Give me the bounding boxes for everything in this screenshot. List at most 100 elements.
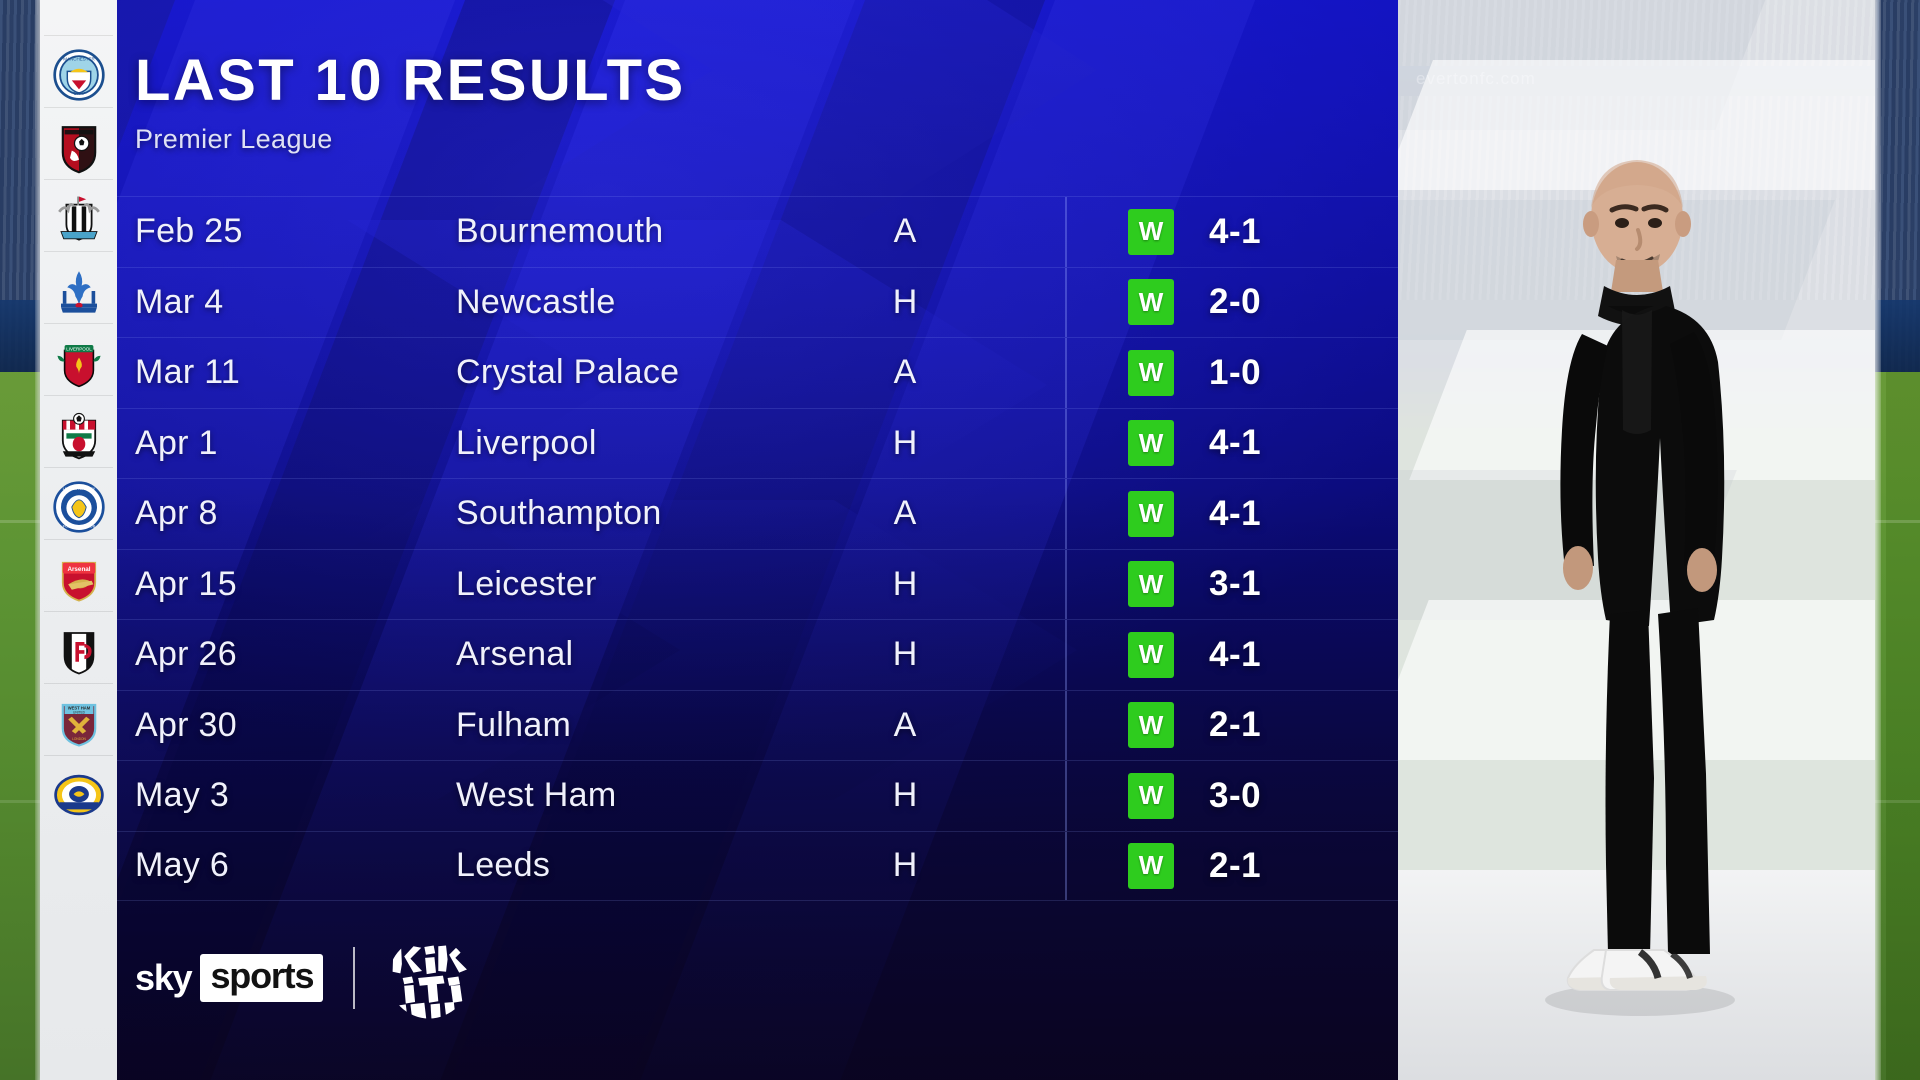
table-row[interactable]: Feb 25 Bournemouth A W 4-1 bbox=[117, 196, 1398, 267]
footer-logos: sky sports bbox=[135, 934, 473, 1022]
arsenal-crest[interactable]: Arsenal bbox=[52, 552, 106, 606]
southampton-crest[interactable] bbox=[52, 408, 106, 462]
crest-divider bbox=[44, 395, 113, 396]
result-badge: W bbox=[1128, 631, 1174, 678]
match-date: May 6 bbox=[135, 846, 230, 885]
opponent-name: Bournemouth bbox=[456, 212, 664, 251]
crest-divider bbox=[44, 755, 113, 756]
match-date: Apr 1 bbox=[135, 423, 218, 462]
table-row[interactable]: May 6 Leeds H W 2-1 bbox=[117, 830, 1398, 901]
opponent-name: Arsenal bbox=[456, 635, 574, 674]
venue-indicator: A bbox=[893, 353, 917, 392]
match-score: 2-1 bbox=[1209, 845, 1262, 885]
crest-divider bbox=[44, 539, 113, 540]
venue-indicator: H bbox=[892, 776, 918, 815]
match-score: 3-0 bbox=[1209, 775, 1262, 815]
leeds-crest[interactable] bbox=[52, 768, 106, 822]
newcastle-crest[interactable] bbox=[52, 192, 106, 246]
panel-header: LAST 10 RESULTS Premier League bbox=[135, 52, 686, 155]
opponent-name: Newcastle bbox=[456, 282, 616, 321]
result-badge: W bbox=[1128, 349, 1174, 396]
liverpool-crest[interactable]: LIVERPOOL bbox=[52, 336, 106, 390]
column-divider bbox=[1065, 267, 1067, 337]
table-row[interactable]: Mar 4 Newcastle H W 2-0 bbox=[117, 266, 1398, 337]
table-row[interactable]: May 3 West Ham H W 3-0 bbox=[117, 760, 1398, 831]
venue-indicator: H bbox=[892, 282, 918, 321]
match-date: May 3 bbox=[135, 776, 230, 815]
table-row[interactable]: Apr 26 Arsenal H W 4-1 bbox=[117, 619, 1398, 690]
opponent-name: West Ham bbox=[456, 776, 617, 815]
competition-subtitle: Premier League bbox=[135, 124, 333, 154]
match-date: Mar 4 bbox=[135, 282, 224, 321]
table-row[interactable]: Mar 11 Crystal Palace A W 1-0 bbox=[117, 337, 1398, 408]
crest-divider bbox=[44, 683, 113, 684]
venue-indicator: A bbox=[893, 212, 917, 251]
team-crest-rail: MANCHESTER CITY LIVERPOOL LEICESTER CITY FOO… bbox=[40, 0, 117, 1080]
crest-divider bbox=[44, 611, 113, 612]
svg-text:Arsenal: Arsenal bbox=[67, 566, 90, 573]
crest-divider bbox=[44, 323, 113, 324]
match-score: 1-0 bbox=[1209, 352, 1262, 392]
result-badge: W bbox=[1128, 208, 1174, 255]
crest-divider bbox=[44, 251, 113, 252]
match-score: 2-1 bbox=[1209, 705, 1262, 745]
leicester-crest[interactable]: LEICESTER CITY FOOTBALL CLUB bbox=[52, 480, 106, 534]
table-row[interactable]: Apr 30 Fulham A W 2-1 bbox=[117, 689, 1398, 760]
result-badge: W bbox=[1128, 842, 1174, 889]
graphic-right-edge bbox=[1875, 0, 1881, 1080]
svg-text:FOOTBALL CLUB: FOOTBALL CLUB bbox=[62, 524, 95, 529]
match-date: Apr 8 bbox=[135, 494, 218, 533]
table-row[interactable]: Apr 15 Leicester H W 3-1 bbox=[117, 548, 1398, 619]
presenter-panel: evertonfc.com bbox=[1398, 0, 1875, 1080]
svg-text:LIVERPOOL: LIVERPOOL bbox=[66, 346, 92, 351]
match-date: Apr 30 bbox=[135, 705, 237, 744]
opponent-name: Southampton bbox=[456, 494, 662, 533]
table-row[interactable]: Apr 1 Liverpool H W 4-1 bbox=[117, 407, 1398, 478]
match-score: 4-1 bbox=[1209, 211, 1262, 251]
results-panel: LAST 10 RESULTS Premier League Feb 25 Bou… bbox=[117, 0, 1398, 1080]
svg-text:LEICESTER CITY: LEICESTER CITY bbox=[62, 486, 95, 491]
result-badge: W bbox=[1128, 490, 1174, 537]
sports-word: sports bbox=[200, 954, 324, 1002]
opponent-name: Leeds bbox=[456, 846, 551, 885]
fulham-crest[interactable] bbox=[52, 624, 106, 678]
column-divider bbox=[1065, 620, 1067, 690]
result-badge: W bbox=[1128, 702, 1174, 749]
kick-it-out-logo bbox=[385, 934, 473, 1022]
column-divider bbox=[1065, 197, 1067, 267]
manchester-city-crest[interactable]: MANCHESTER CITY bbox=[52, 48, 106, 102]
panel-bottom-shade bbox=[117, 0, 1398, 1080]
crest-divider bbox=[44, 35, 113, 36]
match-date: Apr 15 bbox=[135, 564, 237, 603]
west-ham-crest[interactable]: WEST HAM UNITED LONDON bbox=[52, 696, 106, 750]
svg-text:CITY: CITY bbox=[73, 91, 85, 97]
column-divider bbox=[1065, 338, 1067, 408]
svg-text:UNITED: UNITED bbox=[73, 711, 86, 715]
venue-indicator: A bbox=[893, 494, 917, 533]
match-date: Feb 25 bbox=[135, 212, 243, 251]
column-divider bbox=[1065, 761, 1067, 831]
bournemouth-crest[interactable] bbox=[52, 120, 106, 174]
crystal-palace-crest[interactable] bbox=[52, 264, 106, 318]
column-divider bbox=[1065, 831, 1067, 900]
match-score: 4-1 bbox=[1209, 634, 1262, 674]
venue-indicator: H bbox=[892, 635, 918, 674]
results-table: Feb 25 Bournemouth A W 4-1 Mar 4 Newcastle H W 2-… bbox=[117, 196, 1398, 901]
sky-word: sky bbox=[135, 957, 193, 998]
opponent-name: Liverpool bbox=[456, 423, 597, 462]
result-badge: W bbox=[1128, 279, 1174, 326]
logo-divider bbox=[353, 947, 356, 1009]
table-row[interactable]: Apr 8 Southampton A W 4-1 bbox=[117, 478, 1398, 549]
opponent-name: Leicester bbox=[456, 564, 597, 603]
page-title: LAST 10 RESULTS bbox=[135, 48, 686, 113]
crest-divider bbox=[44, 179, 113, 180]
result-badge: W bbox=[1128, 561, 1174, 608]
venue-indicator: H bbox=[892, 846, 918, 885]
match-score: 3-1 bbox=[1209, 564, 1262, 604]
venue-indicator: A bbox=[893, 705, 917, 744]
result-badge: W bbox=[1128, 772, 1174, 819]
column-divider bbox=[1065, 479, 1067, 549]
opponent-name: Crystal Palace bbox=[456, 353, 680, 392]
venue-indicator: H bbox=[892, 564, 918, 603]
